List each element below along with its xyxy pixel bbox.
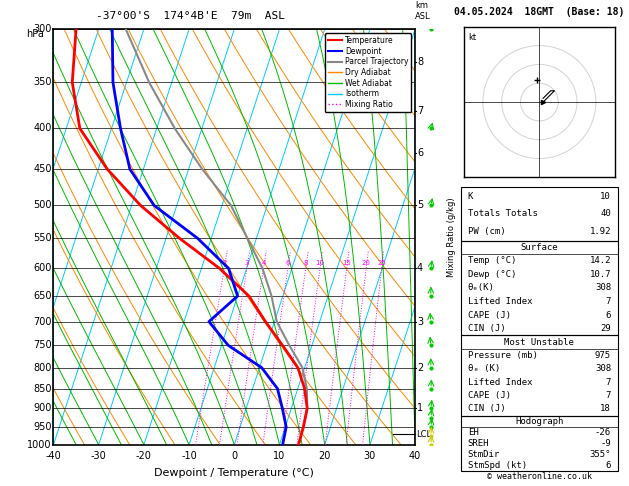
Text: θₑ(K): θₑ(K): [468, 283, 494, 293]
Text: 6: 6: [606, 311, 611, 319]
Text: 650: 650: [33, 291, 52, 301]
Text: CAPE (J): CAPE (J): [468, 391, 511, 400]
Text: PW (cm): PW (cm): [468, 227, 505, 236]
Text: 308: 308: [595, 283, 611, 293]
Text: 6: 6: [286, 260, 290, 266]
Text: 2: 2: [222, 260, 226, 266]
Text: 500: 500: [33, 200, 52, 210]
Text: 700: 700: [33, 316, 52, 327]
Text: Dewp (°C): Dewp (°C): [468, 270, 516, 279]
Text: SREH: SREH: [468, 439, 489, 448]
Text: θₑ (K): θₑ (K): [468, 364, 500, 373]
Text: 15: 15: [342, 260, 351, 266]
Text: 350: 350: [33, 77, 52, 87]
Text: 308: 308: [595, 364, 611, 373]
Text: 10: 10: [600, 191, 611, 201]
Text: StmDir: StmDir: [468, 450, 500, 459]
Text: 600: 600: [33, 263, 52, 274]
Text: EH: EH: [468, 428, 479, 437]
Text: 3: 3: [417, 316, 423, 327]
Text: K: K: [468, 191, 473, 201]
Text: Hodograph: Hodograph: [515, 417, 564, 426]
Text: 0: 0: [231, 451, 237, 461]
Text: Mixing Ratio (g/kg): Mixing Ratio (g/kg): [447, 197, 456, 277]
Text: 4: 4: [417, 263, 423, 274]
Text: CAPE (J): CAPE (J): [468, 311, 511, 319]
Text: -37°00'S  174°4B'E  79m  ASL: -37°00'S 174°4B'E 79m ASL: [96, 11, 286, 21]
Text: 6: 6: [417, 148, 423, 158]
Text: LCL: LCL: [416, 430, 431, 439]
Text: -9: -9: [600, 439, 611, 448]
Text: 3: 3: [245, 260, 249, 266]
Text: Lifted Index: Lifted Index: [468, 378, 532, 387]
Text: 1: 1: [417, 403, 423, 413]
Text: 8: 8: [304, 260, 308, 266]
Text: CIN (J): CIN (J): [468, 404, 505, 414]
Text: 7: 7: [417, 106, 423, 116]
Text: 800: 800: [33, 363, 52, 373]
Text: 750: 750: [33, 340, 52, 350]
Text: Surface: Surface: [521, 243, 558, 252]
Text: 355°: 355°: [589, 450, 611, 459]
Text: -40: -40: [45, 451, 62, 461]
Text: 40: 40: [600, 209, 611, 218]
Text: 29: 29: [600, 324, 611, 333]
Text: 1000: 1000: [27, 440, 52, 450]
Text: 10: 10: [316, 260, 325, 266]
Text: km
ASL: km ASL: [415, 1, 431, 21]
Text: -26: -26: [595, 428, 611, 437]
Text: 1.92: 1.92: [589, 227, 611, 236]
Text: 975: 975: [595, 351, 611, 360]
Text: 7: 7: [606, 378, 611, 387]
Text: Pressure (mb): Pressure (mb): [468, 351, 538, 360]
Text: kt: kt: [469, 33, 477, 42]
Text: 7: 7: [606, 297, 611, 306]
Text: Lifted Index: Lifted Index: [468, 297, 532, 306]
Text: 14.2: 14.2: [589, 257, 611, 265]
Text: 40: 40: [409, 451, 421, 461]
Text: -30: -30: [91, 451, 106, 461]
Text: -20: -20: [136, 451, 152, 461]
Text: 850: 850: [33, 383, 52, 394]
Text: 450: 450: [33, 164, 52, 174]
Text: Most Unstable: Most Unstable: [504, 337, 574, 347]
Text: 4: 4: [262, 260, 265, 266]
Text: 10.7: 10.7: [589, 270, 611, 279]
Text: 6: 6: [606, 461, 611, 470]
Text: hPa: hPa: [26, 29, 44, 39]
Legend: Temperature, Dewpoint, Parcel Trajectory, Dry Adiabat, Wet Adiabat, Isotherm, Mi: Temperature, Dewpoint, Parcel Trajectory…: [325, 33, 411, 112]
Text: Temp (°C): Temp (°C): [468, 257, 516, 265]
Text: Dewpoint / Temperature (°C): Dewpoint / Temperature (°C): [154, 468, 314, 478]
Text: © weatheronline.co.uk: © weatheronline.co.uk: [487, 472, 592, 481]
Text: 550: 550: [33, 233, 52, 243]
Text: 20: 20: [318, 451, 331, 461]
Text: 20: 20: [362, 260, 370, 266]
Text: 400: 400: [33, 123, 52, 134]
Text: 7: 7: [606, 391, 611, 400]
Text: 8: 8: [417, 57, 423, 67]
Text: 10: 10: [274, 451, 286, 461]
Text: StmSpd (kt): StmSpd (kt): [468, 461, 527, 470]
Text: 5: 5: [417, 200, 423, 210]
Text: 950: 950: [33, 422, 52, 432]
Text: CIN (J): CIN (J): [468, 324, 505, 333]
Text: 2: 2: [417, 363, 423, 373]
Text: 30: 30: [364, 451, 376, 461]
Text: 900: 900: [33, 403, 52, 413]
Text: Totals Totals: Totals Totals: [468, 209, 538, 218]
Text: 18: 18: [600, 404, 611, 414]
Text: -10: -10: [181, 451, 197, 461]
Text: 300: 300: [33, 24, 52, 34]
Text: 25: 25: [377, 260, 386, 266]
Text: 04.05.2024  18GMT  (Base: 18): 04.05.2024 18GMT (Base: 18): [454, 7, 625, 17]
